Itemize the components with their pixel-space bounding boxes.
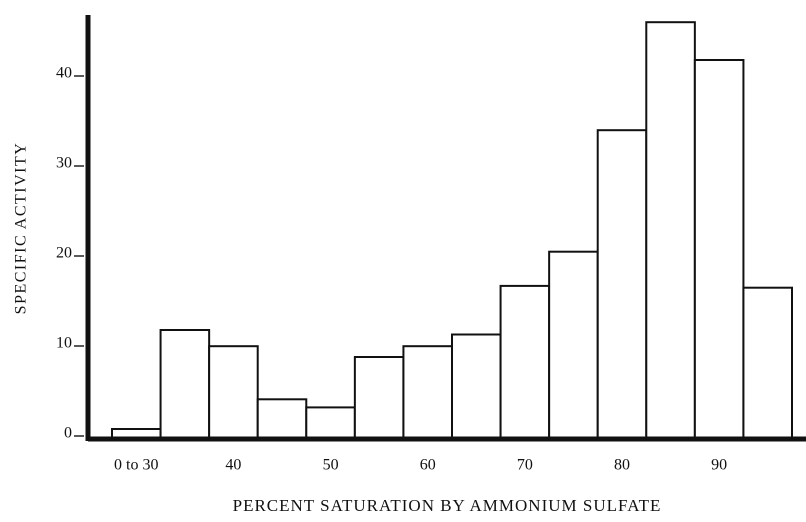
y-tick-label: 10 <box>56 335 72 352</box>
bar <box>548 250 599 439</box>
y-tick-label: 30 <box>56 155 72 172</box>
x-axis-label: PERCENT SATURATION BY AMMONIUM SULFATE <box>233 496 662 515</box>
bar <box>596 129 648 439</box>
bar <box>353 356 405 439</box>
x-tick-label: 90 <box>711 457 727 474</box>
bar <box>305 406 356 439</box>
x-tick-label: 0 to 30 <box>114 457 158 474</box>
bar <box>645 21 696 439</box>
y-tick-label: 40 <box>56 65 72 82</box>
y-axis-label: SPECIFIC ACTIVITY <box>13 142 30 315</box>
bar <box>742 286 794 440</box>
bar <box>451 333 502 439</box>
bar <box>159 329 211 439</box>
y-tick-label: 0 <box>64 425 72 442</box>
bar <box>256 398 308 439</box>
x-tick-label: 70 <box>517 457 533 474</box>
x-tick-label: 40 <box>225 457 241 474</box>
bar <box>208 345 259 440</box>
y-tick-label: 20 <box>56 245 72 262</box>
bar <box>499 284 551 439</box>
x-tick-label: 60 <box>420 457 436 474</box>
bar <box>402 345 453 440</box>
x-tick-label: 50 <box>323 457 339 474</box>
bar <box>693 59 745 439</box>
x-tick-label: 80 <box>614 457 630 474</box>
